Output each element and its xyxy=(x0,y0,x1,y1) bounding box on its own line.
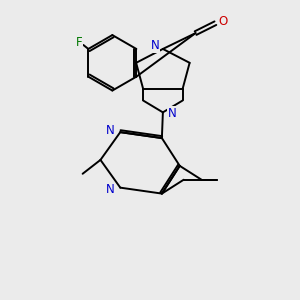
Text: F: F xyxy=(76,35,83,49)
Text: N: N xyxy=(106,183,115,196)
Text: N: N xyxy=(106,124,115,137)
Text: N: N xyxy=(151,40,159,52)
Text: N: N xyxy=(167,107,176,120)
Text: O: O xyxy=(219,15,228,28)
